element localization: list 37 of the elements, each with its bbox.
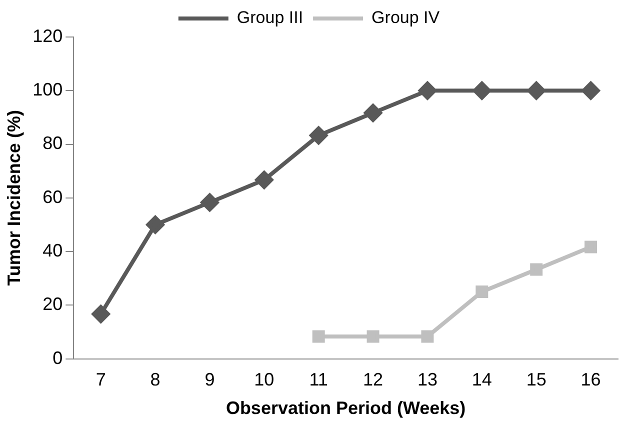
point bbox=[476, 286, 488, 298]
y-tick-label: 60 bbox=[42, 186, 63, 207]
point bbox=[312, 330, 325, 343]
point bbox=[200, 193, 219, 212]
x-tick-label: 9 bbox=[204, 370, 215, 390]
point bbox=[364, 104, 382, 122]
point bbox=[310, 126, 328, 144]
x-tick-label: 12 bbox=[363, 370, 384, 390]
y-tick-label: 120 bbox=[32, 26, 63, 46]
x-axis-title: Observation Period (Weeks) bbox=[226, 398, 466, 418]
x-tick-label: 8 bbox=[150, 370, 160, 390]
point bbox=[582, 82, 600, 100]
y-tick-label: 40 bbox=[42, 240, 63, 260]
y-tick-label: 80 bbox=[42, 133, 63, 154]
x-tick-label: 16 bbox=[580, 370, 601, 390]
legend-label: Group IV bbox=[372, 8, 440, 28]
point bbox=[421, 330, 434, 343]
point bbox=[584, 240, 598, 254]
y-axis-title: Tumor Incidence (%) bbox=[4, 110, 24, 286]
y-tick-label: 20 bbox=[42, 294, 63, 314]
point bbox=[255, 170, 274, 189]
x-tick-label: 13 bbox=[417, 370, 438, 390]
point bbox=[92, 305, 110, 324]
point bbox=[527, 82, 546, 100]
x-tick-label: 15 bbox=[526, 370, 546, 390]
point bbox=[530, 263, 543, 276]
point bbox=[418, 82, 436, 100]
x-tick-label: 11 bbox=[309, 370, 328, 390]
point bbox=[472, 82, 491, 100]
y-tick-label: 100 bbox=[32, 80, 63, 100]
point bbox=[366, 330, 380, 343]
x-tick-label: 10 bbox=[254, 370, 274, 390]
x-tick-label: 7 bbox=[96, 370, 106, 390]
legend-label: Group III bbox=[236, 8, 304, 28]
point bbox=[146, 216, 164, 234]
y-tick-label: 0 bbox=[52, 348, 63, 368]
x-tick-label: 14 bbox=[472, 370, 492, 390]
